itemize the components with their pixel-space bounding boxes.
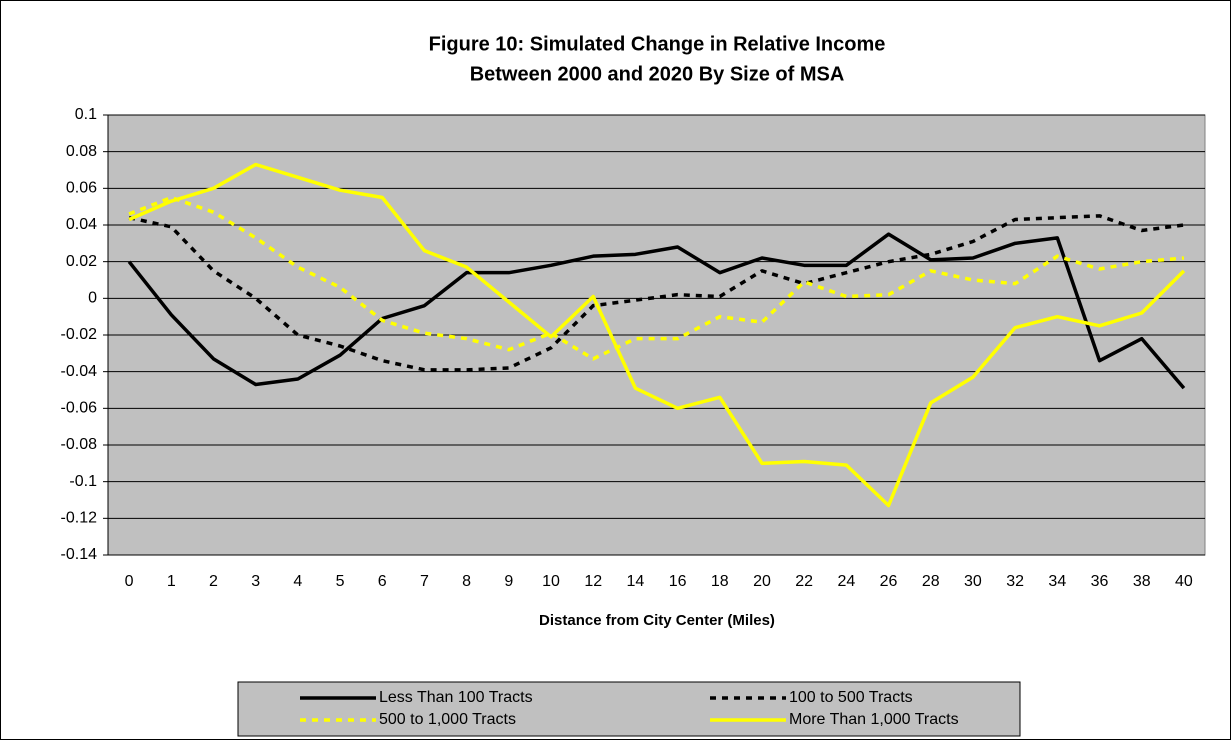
x-tick-label: 40: [1175, 573, 1193, 590]
y-tick-label: 0.08: [66, 143, 97, 160]
x-tick-label: 10: [542, 573, 560, 590]
x-tick-label: 3: [251, 573, 260, 590]
y-tick-label: -0.02: [61, 326, 98, 343]
legend-label: Less Than 100 Tracts: [379, 689, 533, 706]
x-tick-label: 4: [293, 573, 302, 590]
x-tick-label: 26: [880, 573, 898, 590]
y-tick-label: -0.08: [61, 436, 98, 453]
legend: [237, 681, 1021, 737]
x-tick-label: 12: [584, 573, 602, 590]
x-tick-label: 30: [964, 573, 982, 590]
y-tick-label: 0.04: [66, 216, 97, 233]
y-tick-label: 0.06: [66, 180, 97, 197]
y-tick-label: 0.1: [75, 106, 97, 123]
x-tick-label: 0: [125, 573, 134, 590]
legend-label: More Than 1,000 Tracts: [789, 711, 959, 728]
x-tick-label: 28: [922, 573, 940, 590]
x-tick-label: 2: [209, 573, 218, 590]
x-tick-label: 32: [1006, 573, 1024, 590]
x-tick-label: 34: [1048, 573, 1066, 590]
y-tick-label: -0.14: [61, 546, 98, 563]
chart-title: Figure 10: Simulated Change in Relative …: [429, 33, 886, 55]
series-line: [127, 232, 1186, 390]
x-tick-label: 14: [627, 573, 645, 590]
series-line: [128, 214, 1185, 372]
x-tick-label: 38: [1133, 573, 1151, 590]
x-tick-label: 22: [795, 573, 813, 590]
y-tick-label: -0.06: [61, 400, 98, 417]
x-tick-label: 24: [837, 573, 855, 590]
x-tick-label: 20: [753, 573, 771, 590]
chart-title: Between 2000 and 2020 By Size of MSA: [470, 63, 845, 85]
legend-label: 500 to 1,000 Tracts: [379, 711, 516, 728]
x-tick-label: 16: [669, 573, 687, 590]
y-tick-label: 0.02: [66, 253, 97, 270]
x-tick-label: 6: [378, 573, 387, 590]
y-tick-label: -0.1: [69, 473, 97, 490]
x-tick-label: 36: [1091, 573, 1109, 590]
x-tick-label: 5: [336, 573, 345, 590]
legend-label: 100 to 500 Tracts: [789, 689, 913, 706]
series-line: [128, 162, 1186, 508]
x-axis-label: Distance from City Center (Miles): [539, 612, 775, 629]
y-tick-label: 0: [88, 290, 97, 307]
y-tick-label: -0.04: [61, 363, 98, 380]
x-tick-label: 1: [167, 573, 176, 590]
x-tick-label: 8: [462, 573, 471, 590]
x-tick-label: 9: [504, 573, 513, 590]
x-tick-label: 18: [711, 573, 729, 590]
x-tick-label: 7: [420, 573, 429, 590]
y-tick-label: -0.12: [61, 510, 98, 527]
